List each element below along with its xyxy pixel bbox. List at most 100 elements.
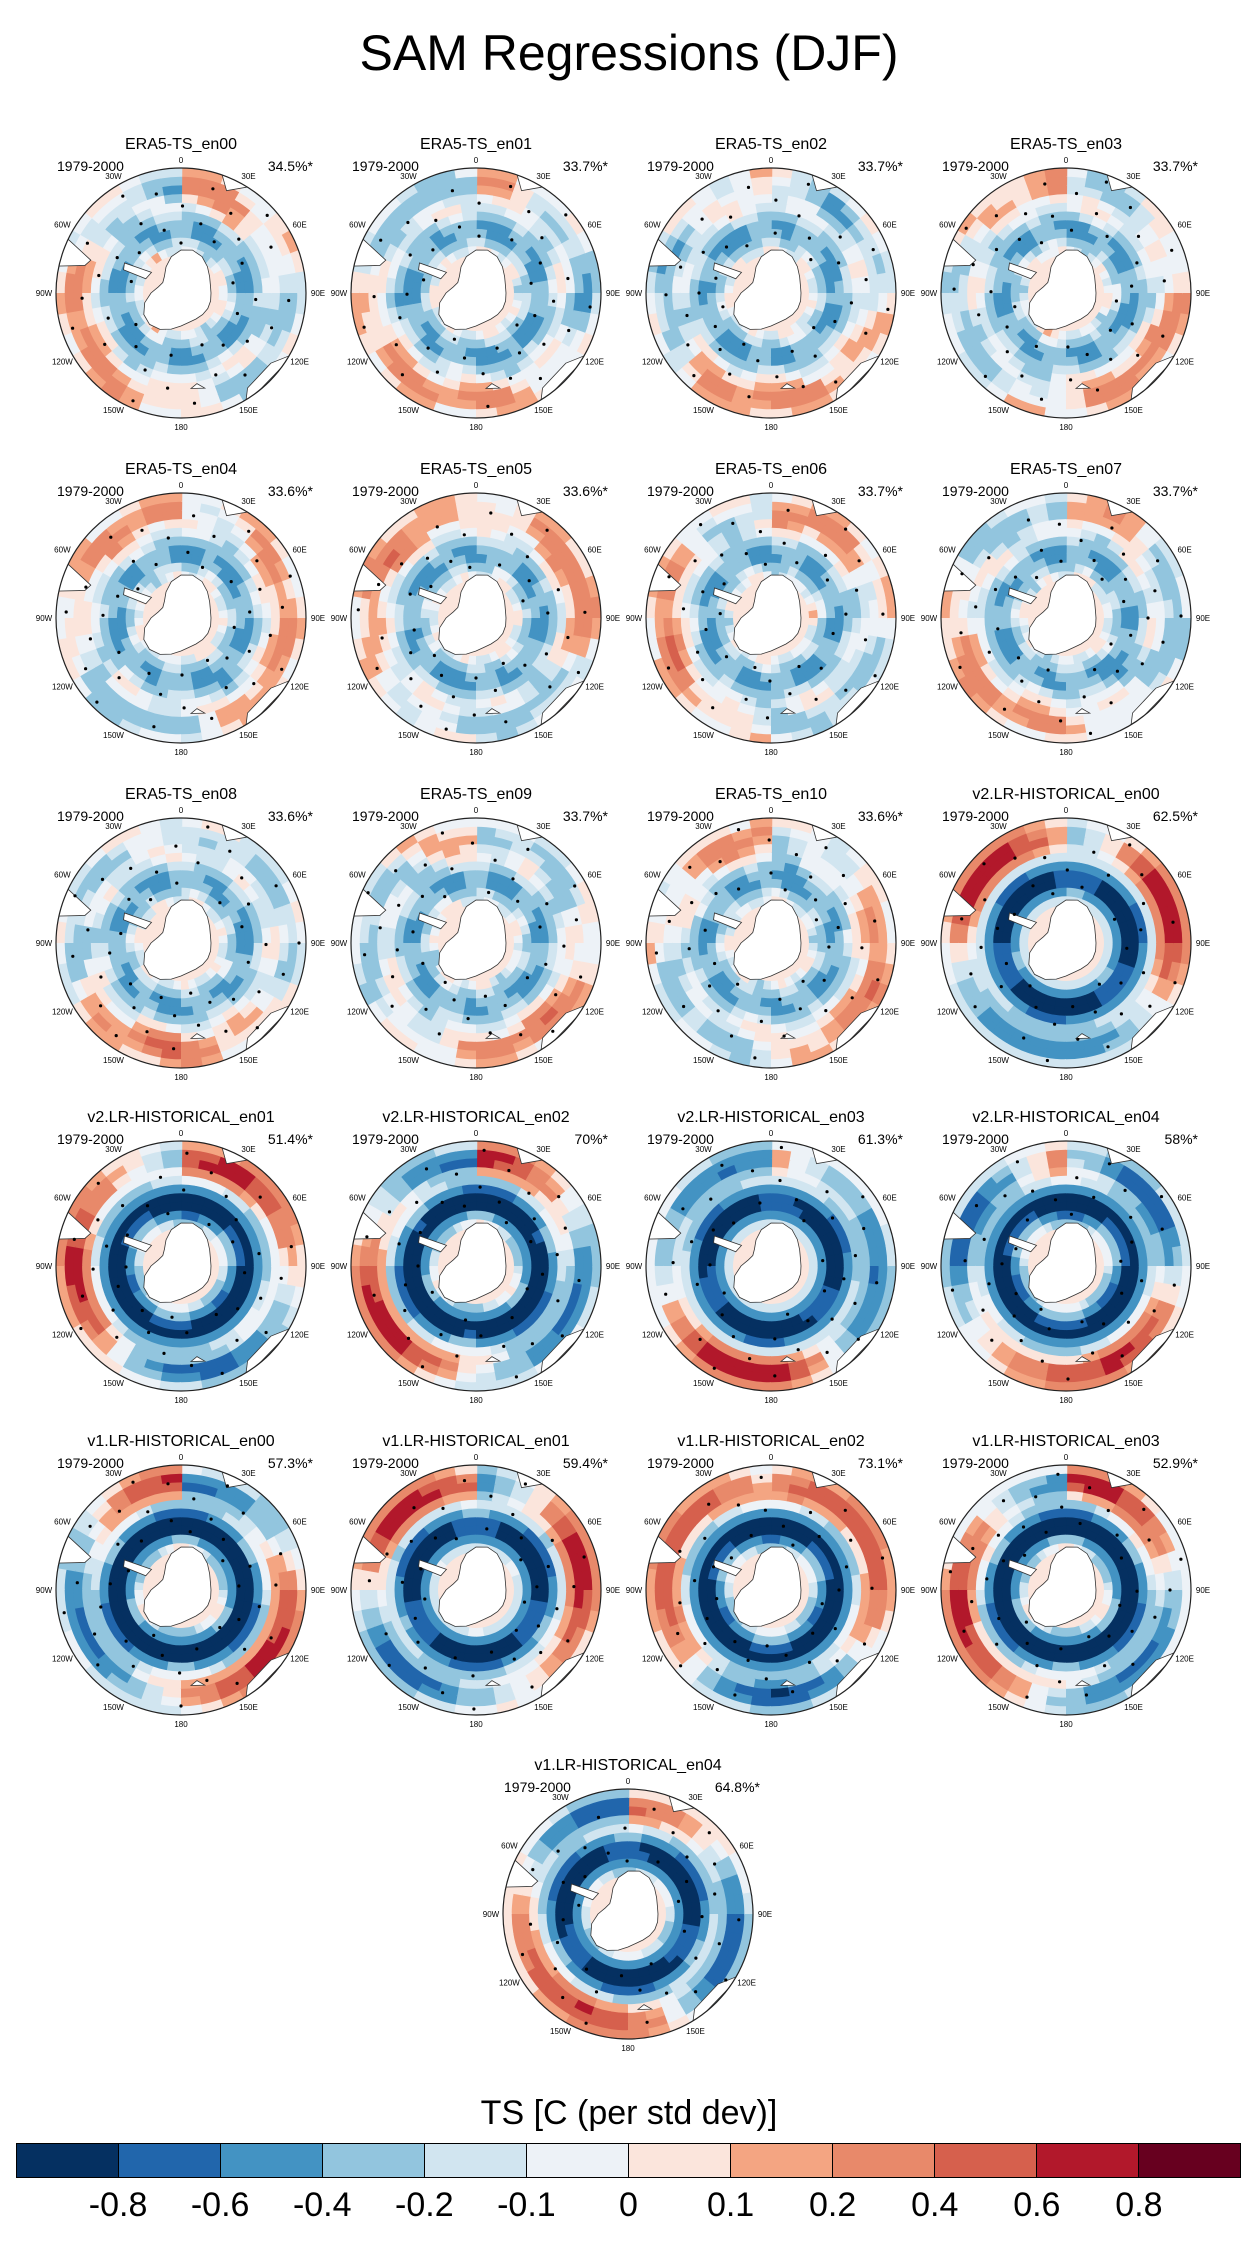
longitude-label: 150W — [398, 406, 419, 415]
polar-map: 0 30E 30W 60E 60W 90E 90W 120E 120W 150E 150W 180 — [921, 806, 1210, 1082]
longitude-label: 30E — [1126, 172, 1140, 181]
longitude-label: 0 — [474, 1453, 479, 1462]
map-panel: v1.LR-HISTORICAL_en01 1979-2000 59.4%* 0 30E… — [330, 1432, 622, 1732]
longitude-label: 90W — [921, 614, 938, 623]
longitude-label: 150W — [103, 731, 124, 740]
polar-map: 0 30E 30W 60E 60W 90E 90W 120E 120W 150E 150W 180 — [331, 1129, 620, 1405]
longitude-label: 60E — [882, 871, 896, 880]
panel-variance-percent: 51.4%* — [267, 1131, 313, 1147]
longitude-label: 120E — [1175, 1655, 1194, 1664]
longitude-label: 0 — [179, 1129, 184, 1138]
longitude-label: 120W — [937, 1331, 958, 1340]
longitude-label: 180 — [764, 1396, 778, 1405]
panel-variance-percent: 33.7%* — [562, 158, 608, 174]
longitude-label: 0 — [769, 156, 774, 165]
longitude-label: 90E — [901, 614, 915, 623]
longitude-label: 90W — [331, 939, 348, 948]
panel-variance-percent: 64.8%* — [714, 1779, 760, 1795]
panel-variance-percent: 33.7%* — [1152, 158, 1198, 174]
longitude-label: 120W — [52, 1655, 73, 1664]
colorbar — [16, 2143, 1241, 2178]
longitude-label: 150W — [398, 1056, 419, 1065]
longitude-label: 120E — [290, 683, 309, 692]
longitude-label: 30W — [990, 1145, 1007, 1154]
longitude-label: 30W — [990, 497, 1007, 506]
longitude-label: 90W — [626, 289, 643, 298]
longitude-label: 150W — [103, 1379, 124, 1388]
panel-period: 1979-2000 — [942, 483, 1009, 499]
colorbar-tick-label: 0 — [619, 2186, 638, 2224]
longitude-label: 90E — [1196, 1586, 1210, 1595]
longitude-label: 60E — [882, 1194, 896, 1203]
longitude-label: 90W — [921, 289, 938, 298]
colorbar-swatch — [221, 2144, 323, 2177]
longitude-label: 120E — [880, 1655, 899, 1664]
panel-title: v1.LR-HISTORICAL_en01 — [382, 1433, 570, 1450]
panel-period: 1979-2000 — [942, 1455, 1009, 1471]
longitude-label: 150W — [693, 1379, 714, 1388]
longitude-label: 150E — [1124, 1703, 1143, 1712]
longitude-label: 120E — [585, 1008, 604, 1017]
longitude-label: 120E — [1175, 683, 1194, 692]
panel-title: v1.LR-HISTORICAL_en00 — [87, 1433, 275, 1450]
panel-period: 1979-2000 — [352, 808, 419, 824]
longitude-label: 90E — [311, 1586, 325, 1595]
longitude-label: 30E — [536, 497, 550, 506]
longitude-label: 150E — [1124, 731, 1143, 740]
longitude-label: 90E — [758, 1910, 772, 1919]
longitude-label: 90E — [901, 939, 915, 948]
panel-title: v1.LR-HISTORICAL_en03 — [972, 1433, 1160, 1450]
panel-title: ERA5-TS_en07 — [1009, 461, 1123, 478]
longitude-label: 120E — [290, 1655, 309, 1664]
longitude-label: 0 — [179, 156, 184, 165]
longitude-label: 0 — [1064, 1453, 1069, 1462]
longitude-label: 120W — [52, 683, 73, 692]
longitude-label: 30E — [688, 1793, 702, 1802]
longitude-label: 180 — [1059, 1073, 1073, 1082]
longitude-label: 30E — [536, 172, 550, 181]
panel-variance-percent: 61.3%* — [857, 1131, 903, 1147]
panel-variance-percent: 57.3%* — [267, 1455, 313, 1471]
longitude-label: 90W — [626, 1262, 643, 1271]
longitude-label: 120E — [585, 683, 604, 692]
panel-period: 1979-2000 — [942, 1131, 1009, 1147]
polar-map: 0 30E 30W 60E 60W 90E 90W 120E 120W 150E 150W 180 — [36, 1129, 325, 1405]
longitude-label: 30E — [831, 497, 845, 506]
longitude-label: 60W — [644, 546, 661, 555]
map-panel: ERA5-TS_en10 1979-2000 33.6%* 0 30E 30W 60E 60W… — [625, 785, 917, 1085]
longitude-label: 90W — [36, 1586, 53, 1595]
map-panel: ERA5-TS_en05 1979-2000 33.6%* 0 30E 30W 60E 60W… — [330, 460, 622, 760]
longitude-label: 120E — [290, 1331, 309, 1340]
longitude-label: 150W — [550, 2027, 571, 2036]
longitude-label: 60E — [292, 221, 306, 230]
longitude-label: 120E — [880, 1331, 899, 1340]
longitude-label: 90E — [311, 289, 325, 298]
colorbar-swatch — [425, 2144, 527, 2177]
longitude-label: 180 — [469, 1720, 483, 1729]
longitude-label: 120W — [937, 683, 958, 692]
longitude-label: 120E — [1175, 1331, 1194, 1340]
longitude-label: 60E — [1177, 221, 1191, 230]
longitude-label: 90W — [331, 1586, 348, 1595]
colorbar-swatch — [731, 2144, 833, 2177]
longitude-label: 30W — [695, 497, 712, 506]
longitude-label: 150W — [693, 731, 714, 740]
longitude-label: 120E — [585, 1655, 604, 1664]
polar-map: 0 30E 30W 60E 60W 90E 90W 120E 120W 150E 150W 180 — [331, 1453, 620, 1729]
longitude-label: 180 — [469, 423, 483, 432]
panel-period: 1979-2000 — [352, 483, 419, 499]
map-panel: ERA5-TS_en07 1979-2000 33.7%* 0 30E 30W 60E 60W… — [920, 460, 1212, 760]
polar-map: 0 30E 30W 60E 60W 90E 90W 120E 120W 150E 150W 180 — [921, 481, 1210, 757]
panel-period: 1979-2000 — [352, 1455, 419, 1471]
longitude-label: 0 — [769, 806, 774, 815]
longitude-label: 60E — [587, 546, 601, 555]
longitude-label: 0 — [474, 481, 479, 490]
longitude-label: 180 — [1059, 748, 1073, 757]
longitude-label: 150W — [693, 1056, 714, 1065]
colorbar-swatch — [17, 2144, 119, 2177]
longitude-label: 180 — [469, 748, 483, 757]
panel-period: 1979-2000 — [57, 483, 124, 499]
panel-variance-percent: 33.6%* — [562, 483, 608, 499]
colorbar-swatch — [833, 2144, 935, 2177]
